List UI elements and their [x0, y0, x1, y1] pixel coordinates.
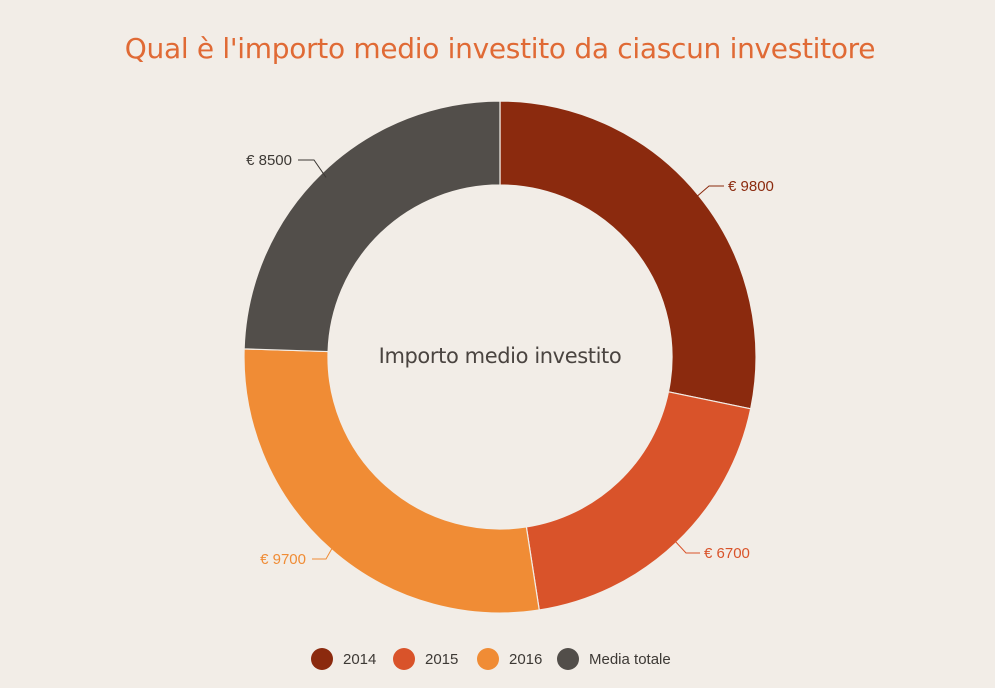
legend-label-2015: 2015 [425, 651, 458, 668]
chart-title: Qual è l'importo medio investito da cias… [125, 32, 875, 65]
label-leader-lines [298, 159, 724, 560]
leader-line-2016 [312, 543, 335, 560]
legend-label-2016: 2016 [509, 651, 542, 668]
center-label: Importo medio investito [379, 344, 622, 368]
legend-label-2014: 2014 [343, 651, 376, 668]
value-label-2015: € 6700 [704, 545, 750, 562]
donut-slice-2014 [499, 100, 757, 410]
value-labels: € 9800 € 6700 € 9700 € 8500 [246, 152, 774, 568]
legend-swatch-2016 [477, 648, 499, 670]
value-label-2014: € 9800 [728, 178, 774, 195]
leader-line-2014 [693, 185, 724, 200]
leader-line-media-totale [298, 159, 327, 178]
value-label-media-totale: € 8500 [246, 152, 292, 169]
legend: 2014 2015 2016 Media totale [311, 648, 671, 670]
legend-swatch-media-totale [557, 648, 579, 670]
donut-slice-media-totale [243, 100, 501, 353]
donut-slices [243, 100, 757, 614]
legend-swatch-2014 [311, 648, 333, 670]
legend-swatch-2015 [393, 648, 415, 670]
leader-line-2015 [671, 537, 700, 554]
legend-label-media-totale: Media totale [589, 651, 671, 668]
value-label-2016: € 9700 [260, 551, 306, 568]
donut-slice-2015 [525, 391, 752, 611]
donut-slice-2016 [243, 348, 540, 614]
